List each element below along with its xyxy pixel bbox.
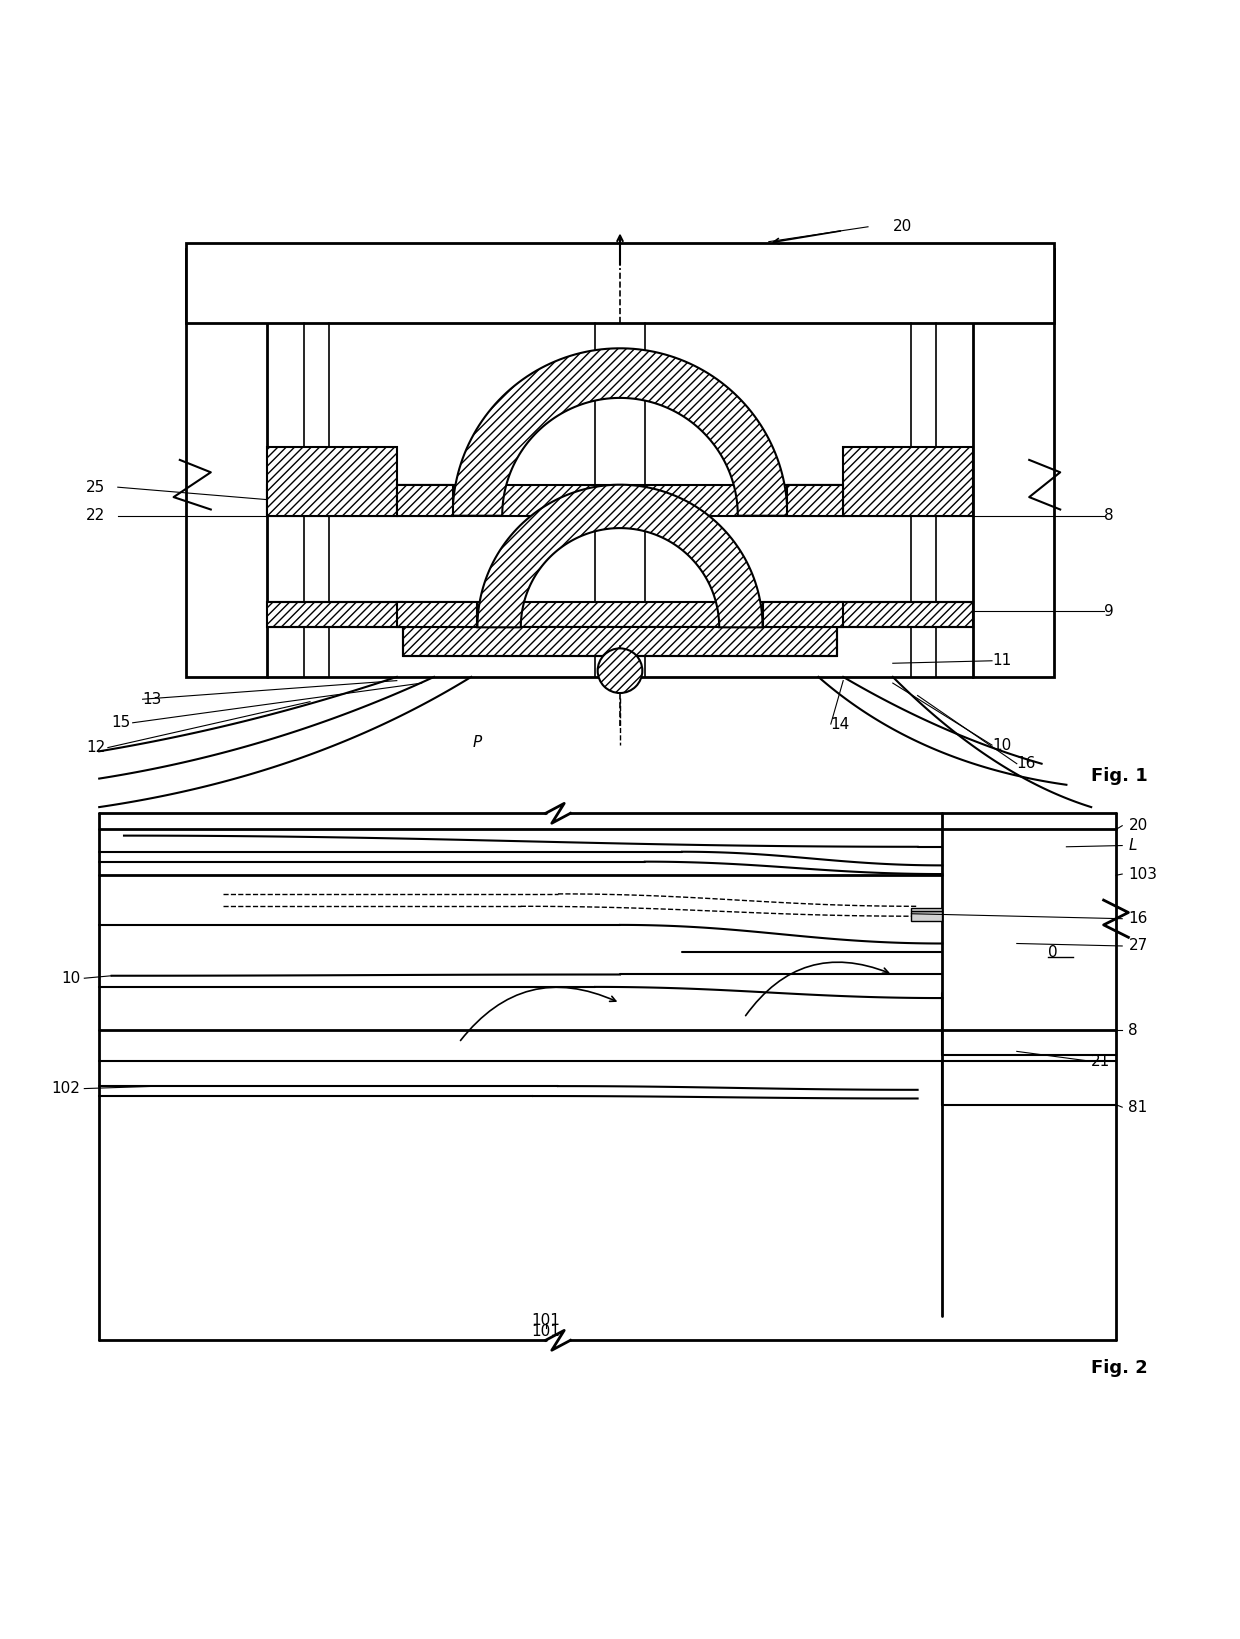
Text: L: L bbox=[1128, 838, 1137, 852]
Bar bbox=[843, 447, 973, 516]
Text: 21: 21 bbox=[1091, 1054, 1111, 1069]
Bar bbox=[911, 908, 942, 911]
Circle shape bbox=[598, 649, 642, 693]
Text: 101: 101 bbox=[531, 1313, 560, 1328]
Text: 103: 103 bbox=[1128, 867, 1157, 882]
Text: 81: 81 bbox=[1128, 1100, 1148, 1115]
Text: 14: 14 bbox=[831, 716, 851, 731]
Text: 8: 8 bbox=[1128, 1023, 1138, 1037]
Text: 13: 13 bbox=[143, 692, 162, 706]
Bar bbox=[267, 603, 973, 628]
Text: 102: 102 bbox=[52, 1082, 81, 1096]
Bar bbox=[186, 249, 267, 677]
Text: 9: 9 bbox=[1104, 603, 1114, 618]
Text: 27: 27 bbox=[1128, 939, 1148, 954]
Text: P: P bbox=[472, 736, 482, 751]
Bar bbox=[911, 911, 942, 921]
Text: 20: 20 bbox=[1128, 818, 1148, 833]
Text: 20: 20 bbox=[893, 220, 913, 234]
Polygon shape bbox=[397, 603, 477, 628]
Text: 10: 10 bbox=[61, 970, 81, 985]
Text: 16: 16 bbox=[1017, 756, 1037, 772]
Text: 101: 101 bbox=[531, 1324, 560, 1339]
Text: 16: 16 bbox=[1128, 911, 1148, 926]
Bar bbox=[267, 447, 397, 516]
Bar bbox=[403, 628, 837, 656]
Text: 25: 25 bbox=[86, 480, 105, 495]
Polygon shape bbox=[453, 349, 787, 516]
Bar bbox=[186, 243, 1054, 323]
Text: 22: 22 bbox=[86, 508, 105, 523]
Text: 0: 0 bbox=[1048, 944, 1058, 960]
Text: 10: 10 bbox=[992, 738, 1012, 752]
Polygon shape bbox=[397, 485, 453, 516]
Polygon shape bbox=[787, 485, 843, 516]
Polygon shape bbox=[477, 485, 763, 628]
Text: 8: 8 bbox=[1104, 508, 1114, 523]
Text: 12: 12 bbox=[86, 741, 105, 756]
Text: 15: 15 bbox=[110, 715, 130, 731]
Text: 11: 11 bbox=[992, 654, 1012, 669]
Polygon shape bbox=[763, 603, 843, 628]
Bar bbox=[267, 485, 973, 516]
Bar bbox=[973, 249, 1054, 677]
Text: Fig. 2: Fig. 2 bbox=[1091, 1359, 1148, 1377]
Text: Fig. 1: Fig. 1 bbox=[1091, 767, 1148, 785]
